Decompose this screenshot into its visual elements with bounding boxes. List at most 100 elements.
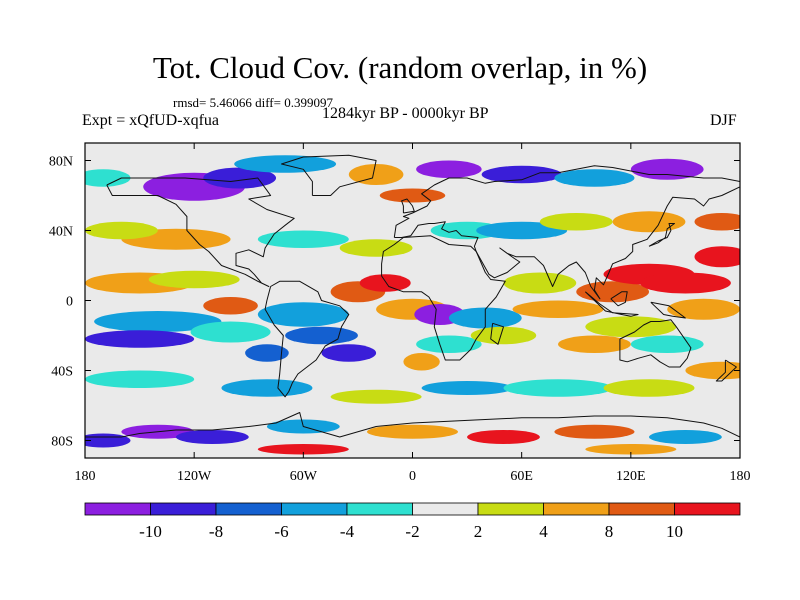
anomaly-patch bbox=[503, 272, 577, 294]
anomaly-patch bbox=[639, 272, 731, 294]
anomaly-field bbox=[85, 143, 740, 458]
anomaly-patch bbox=[85, 370, 195, 388]
colorbar-swatch bbox=[477, 502, 544, 516]
colorbar-label: -8 bbox=[209, 522, 223, 541]
coastline-indonesia bbox=[584, 291, 639, 317]
period-label: 1284kyr BP - 0000kyr BP bbox=[322, 105, 489, 122]
anomaly-patch bbox=[190, 321, 271, 343]
anomaly-patch bbox=[416, 160, 482, 178]
anomaly-patch bbox=[667, 298, 740, 320]
coastline-borneo bbox=[610, 291, 628, 307]
anomaly-patch bbox=[585, 444, 677, 455]
x-tick-label: 120E bbox=[616, 469, 646, 484]
colorbar-label: -4 bbox=[340, 522, 355, 541]
anomaly-patch bbox=[257, 444, 349, 455]
anomaly-patch bbox=[85, 330, 195, 348]
anomaly-patch bbox=[554, 424, 635, 439]
anomaly-patch bbox=[203, 167, 277, 189]
x-tick-label: 180 bbox=[730, 469, 751, 484]
colorbar-label: -10 bbox=[139, 522, 162, 541]
anomaly-patch bbox=[421, 381, 513, 395]
stats-text: rmsd= 5.46066 diff= 0.399097 bbox=[173, 95, 333, 110]
colorbar-label: -2 bbox=[405, 522, 419, 541]
anomaly-patch bbox=[321, 344, 377, 362]
anomaly-patch bbox=[257, 230, 349, 248]
experiment-label: Expt = xQfUD-xqfua bbox=[82, 112, 219, 129]
coastline-madagascar bbox=[490, 322, 504, 345]
colorbar-label: 2 bbox=[474, 522, 483, 541]
y-tick-label: 80N bbox=[49, 155, 73, 170]
colorbar-swatch bbox=[150, 502, 217, 516]
anomaly-patch bbox=[285, 326, 358, 345]
colorbar-label: 4 bbox=[539, 522, 548, 541]
anomaly-patch bbox=[416, 335, 482, 353]
coastline-greenland bbox=[281, 154, 377, 196]
coastline-south-america bbox=[264, 280, 350, 398]
plot-title: Tot. Cloud Cov. (random overlap, in %) bbox=[152, 50, 648, 85]
colorbar-swatch bbox=[215, 502, 282, 516]
x-tick-label: 180 bbox=[75, 469, 96, 484]
anomaly-patch bbox=[85, 221, 158, 240]
colorbar-swatch bbox=[608, 502, 675, 516]
coastline-uk bbox=[401, 198, 415, 214]
anomaly-patch bbox=[612, 211, 686, 233]
anomaly-patch bbox=[257, 302, 349, 327]
colorbar-swatch bbox=[346, 502, 413, 516]
coastline-australia bbox=[619, 319, 692, 368]
coastline-north-america bbox=[106, 177, 295, 287]
anomaly-patch bbox=[203, 297, 258, 315]
anomaly-patch bbox=[359, 274, 411, 292]
anomaly-patch bbox=[245, 344, 289, 362]
anomaly-patch bbox=[512, 300, 604, 318]
x-tick-label: 120W bbox=[177, 469, 212, 484]
season-label: DJF bbox=[710, 112, 737, 129]
coastline-eurasia bbox=[393, 165, 740, 300]
anomaly-patch bbox=[558, 335, 631, 353]
anomaly-patch bbox=[649, 430, 722, 444]
colorbar-swatch bbox=[84, 502, 151, 516]
coastline-africa bbox=[381, 235, 506, 361]
anomaly-patch bbox=[379, 188, 446, 203]
colorbar-label: 10 bbox=[666, 522, 683, 541]
anomaly-patch bbox=[348, 164, 404, 185]
anomaly-patch bbox=[694, 213, 740, 231]
anomaly-patch bbox=[148, 270, 240, 289]
colorbar-swatch bbox=[412, 502, 479, 516]
anomaly-patch bbox=[554, 169, 635, 187]
anomaly-patch bbox=[330, 389, 422, 404]
colorbar-swatch bbox=[281, 502, 348, 516]
anomaly-patch bbox=[470, 326, 537, 345]
colorbar-swatch bbox=[543, 502, 610, 516]
anomaly-patch bbox=[481, 165, 562, 184]
anomaly-patch bbox=[367, 424, 458, 439]
anomaly-patch bbox=[234, 155, 337, 173]
coastlines bbox=[85, 154, 740, 438]
anomaly-patch bbox=[85, 433, 131, 448]
coastline-new-zealand bbox=[715, 359, 737, 382]
colorbar-label: -6 bbox=[274, 522, 288, 541]
x-tick-label: 0 bbox=[409, 469, 416, 484]
anomaly-patch bbox=[476, 221, 568, 240]
coastline-japan bbox=[648, 223, 675, 247]
axis-ticks: 180 120W 60W 0 60E 120E 180 80N 40N 0 40S 80S bbox=[49, 143, 751, 484]
anomaly-patch bbox=[630, 335, 704, 353]
anomaly-patch bbox=[503, 379, 613, 397]
anomaly-patch bbox=[467, 430, 540, 444]
anomaly-patch bbox=[694, 246, 740, 268]
y-tick-label: 0 bbox=[66, 295, 73, 310]
anomaly-patch bbox=[603, 379, 695, 397]
coastline-antarctica bbox=[85, 412, 740, 438]
anomaly-patch bbox=[403, 353, 440, 371]
anomaly-patch bbox=[221, 379, 313, 397]
y-tick-label: 80S bbox=[51, 435, 73, 450]
y-tick-label: 40N bbox=[49, 225, 73, 240]
anomaly-patch bbox=[685, 361, 740, 380]
x-tick-label: 60E bbox=[510, 469, 533, 484]
y-tick-label: 40S bbox=[51, 365, 73, 380]
colorbar-swatch bbox=[674, 502, 741, 516]
anomaly-patch bbox=[94, 311, 222, 332]
colorbar-label: 8 bbox=[605, 522, 614, 541]
colorbar: -10 -8 -6 -4 -2 2 4 8 10 bbox=[84, 502, 741, 541]
anomaly-patch bbox=[339, 239, 413, 257]
